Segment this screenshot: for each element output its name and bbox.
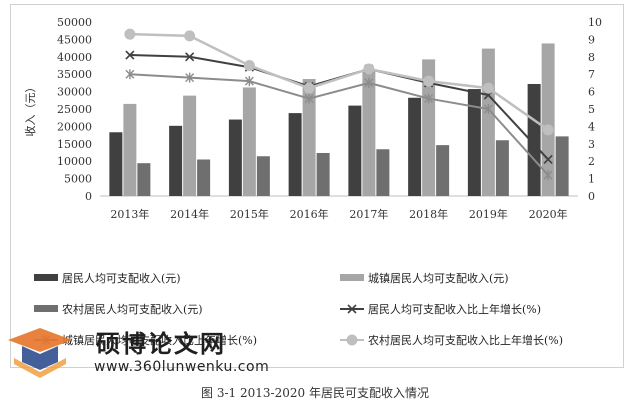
bar xyxy=(362,69,376,196)
line-marker xyxy=(124,28,136,40)
legend-label: 居民人均可支配收入(元) xyxy=(62,271,181,285)
line-marker xyxy=(542,124,554,136)
x-tick-label: 2016年 xyxy=(290,207,329,221)
series-line xyxy=(129,73,549,176)
legend-label: 农村居民人均可支配收入(元) xyxy=(62,302,203,316)
legend-item: 农村居民人均可支配收入(元) xyxy=(34,302,203,316)
bar xyxy=(302,79,316,196)
bar xyxy=(481,48,495,196)
line-marker xyxy=(346,334,358,346)
line-marker xyxy=(304,93,314,104)
bar xyxy=(256,156,270,196)
x-tick-label: 2018年 xyxy=(409,207,448,221)
bar xyxy=(197,159,211,196)
y2-tick-label: 2 xyxy=(588,155,595,168)
bar xyxy=(422,59,436,196)
y2-tick-label: 4 xyxy=(588,120,595,133)
line-marker xyxy=(125,69,135,80)
x-tick-label: 2013年 xyxy=(110,207,149,221)
legend-label: 城镇居民人均可支配收入比上年增长(%) xyxy=(62,333,257,347)
y-tick-label: 35000 xyxy=(57,68,92,81)
bar xyxy=(348,105,362,196)
series-line xyxy=(129,32,549,131)
y2-tick-label: 7 xyxy=(588,68,595,81)
y-tick-label: 10000 xyxy=(57,155,92,168)
y2-tick-label: 3 xyxy=(588,138,595,151)
line-marker xyxy=(482,82,494,94)
bar xyxy=(288,113,302,196)
bar xyxy=(541,43,555,197)
legend-item: 居民人均可支配收入比上年增长(%) xyxy=(340,302,541,316)
y-tick-label: 50000 xyxy=(57,16,92,29)
x-tick-label: 2014年 xyxy=(170,207,209,221)
x-tick-label: 2015年 xyxy=(230,207,269,221)
watermark-logo xyxy=(8,328,72,378)
line-marker xyxy=(363,63,375,75)
bar xyxy=(228,119,242,196)
bar xyxy=(555,136,569,196)
watermark-title: 硕博论文网 xyxy=(96,330,226,358)
line-marker xyxy=(185,72,195,83)
line-marker xyxy=(543,154,553,165)
legend-swatch xyxy=(34,305,58,312)
bar xyxy=(137,163,151,196)
watermark-url: www.360lunwenku.com xyxy=(94,359,270,375)
y2-tick-label: 5 xyxy=(588,103,595,116)
bar xyxy=(495,140,509,196)
legend-item: 农村居民人均可支配收入比上年增长(%) xyxy=(340,333,563,347)
line-marker xyxy=(423,75,435,87)
bar xyxy=(123,103,137,196)
line-marker xyxy=(347,304,357,314)
bar xyxy=(242,87,256,196)
legend-label: 城镇居民人均可支配收入(元) xyxy=(368,271,509,285)
y-tick-label: 30000 xyxy=(57,86,92,99)
bar xyxy=(169,125,183,196)
line-marker xyxy=(543,170,553,181)
line-marker xyxy=(243,60,255,71)
legend-swatch xyxy=(340,274,364,281)
line-marker xyxy=(483,104,493,114)
line-marker xyxy=(185,52,195,62)
line-marker xyxy=(244,76,254,87)
figure-caption: 图 3-1 2013-2020 年居民可支配收入情况 xyxy=(201,386,429,400)
y2-tick-label: 10 xyxy=(588,16,602,29)
bar xyxy=(527,83,541,196)
x-tick-label: 2019年 xyxy=(469,207,508,221)
y-tick-label: 5000 xyxy=(64,173,92,186)
x-tick-label: 2020年 xyxy=(529,207,568,221)
legend-label: 农村居民人均可支配收入比上年增长(%) xyxy=(368,333,563,347)
y2-tick-label: 9 xyxy=(588,33,595,46)
line-marker xyxy=(424,93,434,104)
y-tick-label: 25000 xyxy=(57,103,92,116)
y-axis-title: 收入（元） xyxy=(23,82,37,137)
y2-tick-label: 0 xyxy=(588,190,595,203)
y-tick-label: 0 xyxy=(85,190,92,203)
legend-item: 居民人均可支配收入(元) xyxy=(34,271,181,285)
y2-tick-label: 8 xyxy=(588,51,595,64)
bar xyxy=(316,152,330,196)
bar xyxy=(376,149,390,196)
line-marker xyxy=(125,50,135,60)
y-tick-label: 20000 xyxy=(57,120,92,133)
bar xyxy=(436,145,450,196)
y2-tick-label: 1 xyxy=(588,173,595,186)
legend-label: 居民人均可支配收入比上年增长(%) xyxy=(368,302,541,316)
line-marker xyxy=(364,77,374,88)
y-tick-label: 40000 xyxy=(57,51,92,64)
bar xyxy=(408,97,422,196)
y2-tick-label: 6 xyxy=(588,86,595,99)
bar xyxy=(183,95,197,196)
line-marker xyxy=(184,30,196,42)
bar xyxy=(109,132,123,196)
x-tick-label: 2017年 xyxy=(349,207,388,221)
legend-item: 城镇居民人均可支配收入(元) xyxy=(340,271,509,285)
legend-swatch xyxy=(34,274,58,281)
bar xyxy=(467,89,481,196)
y-tick-label: 45000 xyxy=(57,33,92,46)
y-tick-label: 15000 xyxy=(57,138,92,151)
line-marker xyxy=(303,82,315,94)
